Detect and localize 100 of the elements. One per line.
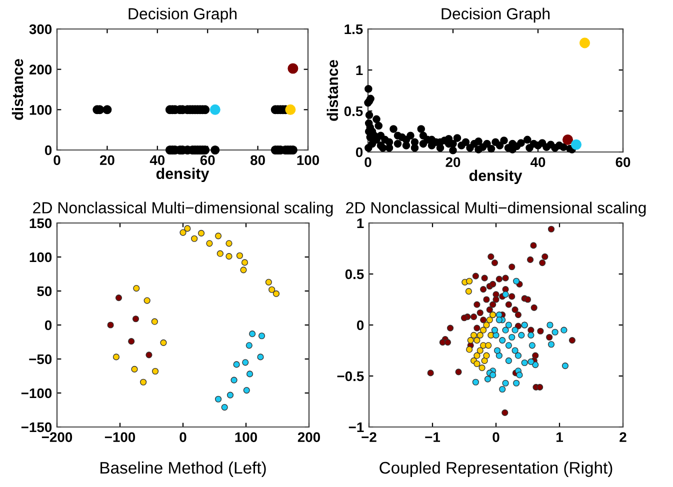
- point: [480, 316, 487, 324]
- point: [480, 286, 487, 293]
- point: [496, 316, 502, 324]
- point: [492, 296, 500, 303]
- point: [521, 359, 528, 366]
- y-tick-label: 200: [29, 64, 52, 75]
- point: [490, 372, 496, 378]
- point: [474, 337, 480, 344]
- point: [214, 232, 222, 240]
- point: [481, 274, 488, 282]
- y-tick-label: 100: [30, 105, 52, 115]
- point: [491, 259, 498, 266]
- point: [483, 296, 490, 303]
- point: [241, 259, 248, 266]
- point: [516, 372, 523, 378]
- point: [514, 352, 522, 359]
- point: [474, 301, 480, 308]
- point: [466, 278, 473, 284]
- point: [210, 145, 220, 155]
- point: [505, 301, 512, 308]
- point: [537, 328, 544, 334]
- point: [465, 288, 472, 295]
- point: [160, 339, 167, 346]
- point: [444, 339, 452, 346]
- point: [115, 294, 122, 302]
- y-tick-label: 1.5: [344, 24, 363, 34]
- x-tick-label: 80: [250, 155, 265, 166]
- point: [483, 352, 490, 359]
- y-tick-label: 50: [37, 286, 52, 296]
- point: [131, 366, 138, 372]
- x-tick-label: −200: [42, 432, 72, 442]
- x-tick-label: 100: [297, 155, 320, 166]
- point: [492, 332, 500, 338]
- y-tick-label: 1: [356, 65, 363, 76]
- point: [242, 359, 249, 366]
- point: [502, 274, 509, 282]
- point: [152, 368, 159, 375]
- point: [494, 347, 501, 354]
- x-tick-label: 60: [616, 157, 630, 168]
- point: [508, 264, 516, 270]
- point: [133, 284, 140, 292]
- point: [240, 266, 247, 274]
- x-axis-title: density: [469, 170, 522, 184]
- point: [560, 326, 568, 334]
- point: [518, 332, 525, 338]
- point: [246, 342, 252, 349]
- point: [526, 256, 534, 264]
- x-tick-label: −100: [104, 432, 136, 442]
- point: [514, 322, 522, 330]
- chart-title: 2D Nonclassical Multi−dimensional scaling: [33, 202, 333, 217]
- point: [214, 396, 222, 402]
- point: [524, 296, 532, 303]
- y-tick-label: 0: [356, 147, 363, 158]
- point: [502, 291, 509, 298]
- point: [532, 361, 539, 368]
- point: [486, 316, 493, 324]
- point: [226, 253, 232, 260]
- x-tick-label: 40: [530, 157, 546, 168]
- point: [499, 386, 506, 393]
- point: [268, 286, 276, 293]
- point: [112, 354, 120, 360]
- point: [508, 334, 516, 341]
- y-tick-label: −150: [21, 422, 52, 432]
- x-tick-label: 0: [54, 155, 60, 166]
- point: [226, 240, 232, 247]
- point: [528, 342, 536, 349]
- y-axis-title: distance: [12, 59, 24, 120]
- y-tick-label: −50: [29, 354, 52, 364]
- point: [562, 362, 569, 370]
- point: [568, 337, 576, 344]
- point: [505, 322, 512, 328]
- point: [496, 352, 502, 359]
- point: [233, 361, 240, 368]
- point: [427, 370, 434, 376]
- point: [206, 240, 213, 247]
- point: [579, 38, 590, 48]
- point: [446, 324, 454, 332]
- point: [191, 235, 198, 242]
- point: [140, 378, 147, 386]
- point: [502, 380, 509, 386]
- point: [496, 276, 502, 282]
- point: [476, 309, 484, 316]
- y-axis-title: distance: [326, 60, 338, 121]
- point: [265, 278, 272, 286]
- point: [474, 324, 480, 332]
- point: [470, 314, 478, 320]
- point: [548, 226, 555, 232]
- point: [514, 312, 522, 318]
- y-tick-label: 0: [44, 320, 52, 330]
- point: [467, 337, 474, 344]
- point: [226, 392, 234, 398]
- y-tick-label: 100: [30, 252, 52, 262]
- point: [257, 354, 264, 360]
- point: [546, 322, 554, 328]
- point: [542, 253, 548, 260]
- point: [216, 250, 224, 257]
- point: [285, 104, 296, 115]
- y-tick-label: −1: [348, 422, 364, 432]
- y-tick-label: 150: [30, 218, 52, 228]
- point: [530, 304, 538, 311]
